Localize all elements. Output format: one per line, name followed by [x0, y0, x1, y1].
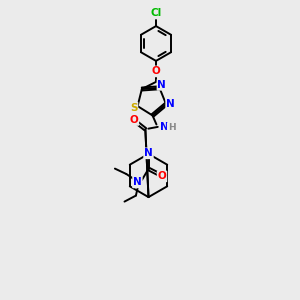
Text: O: O [152, 66, 160, 76]
Text: H: H [168, 123, 175, 132]
Text: O: O [158, 171, 166, 182]
Text: N: N [133, 177, 142, 188]
Text: N: N [144, 148, 153, 158]
Text: N: N [158, 80, 166, 90]
Text: N: N [166, 98, 175, 109]
Text: O: O [130, 115, 138, 125]
Text: Cl: Cl [150, 8, 162, 19]
Text: S: S [130, 103, 137, 112]
Text: N: N [160, 122, 168, 132]
